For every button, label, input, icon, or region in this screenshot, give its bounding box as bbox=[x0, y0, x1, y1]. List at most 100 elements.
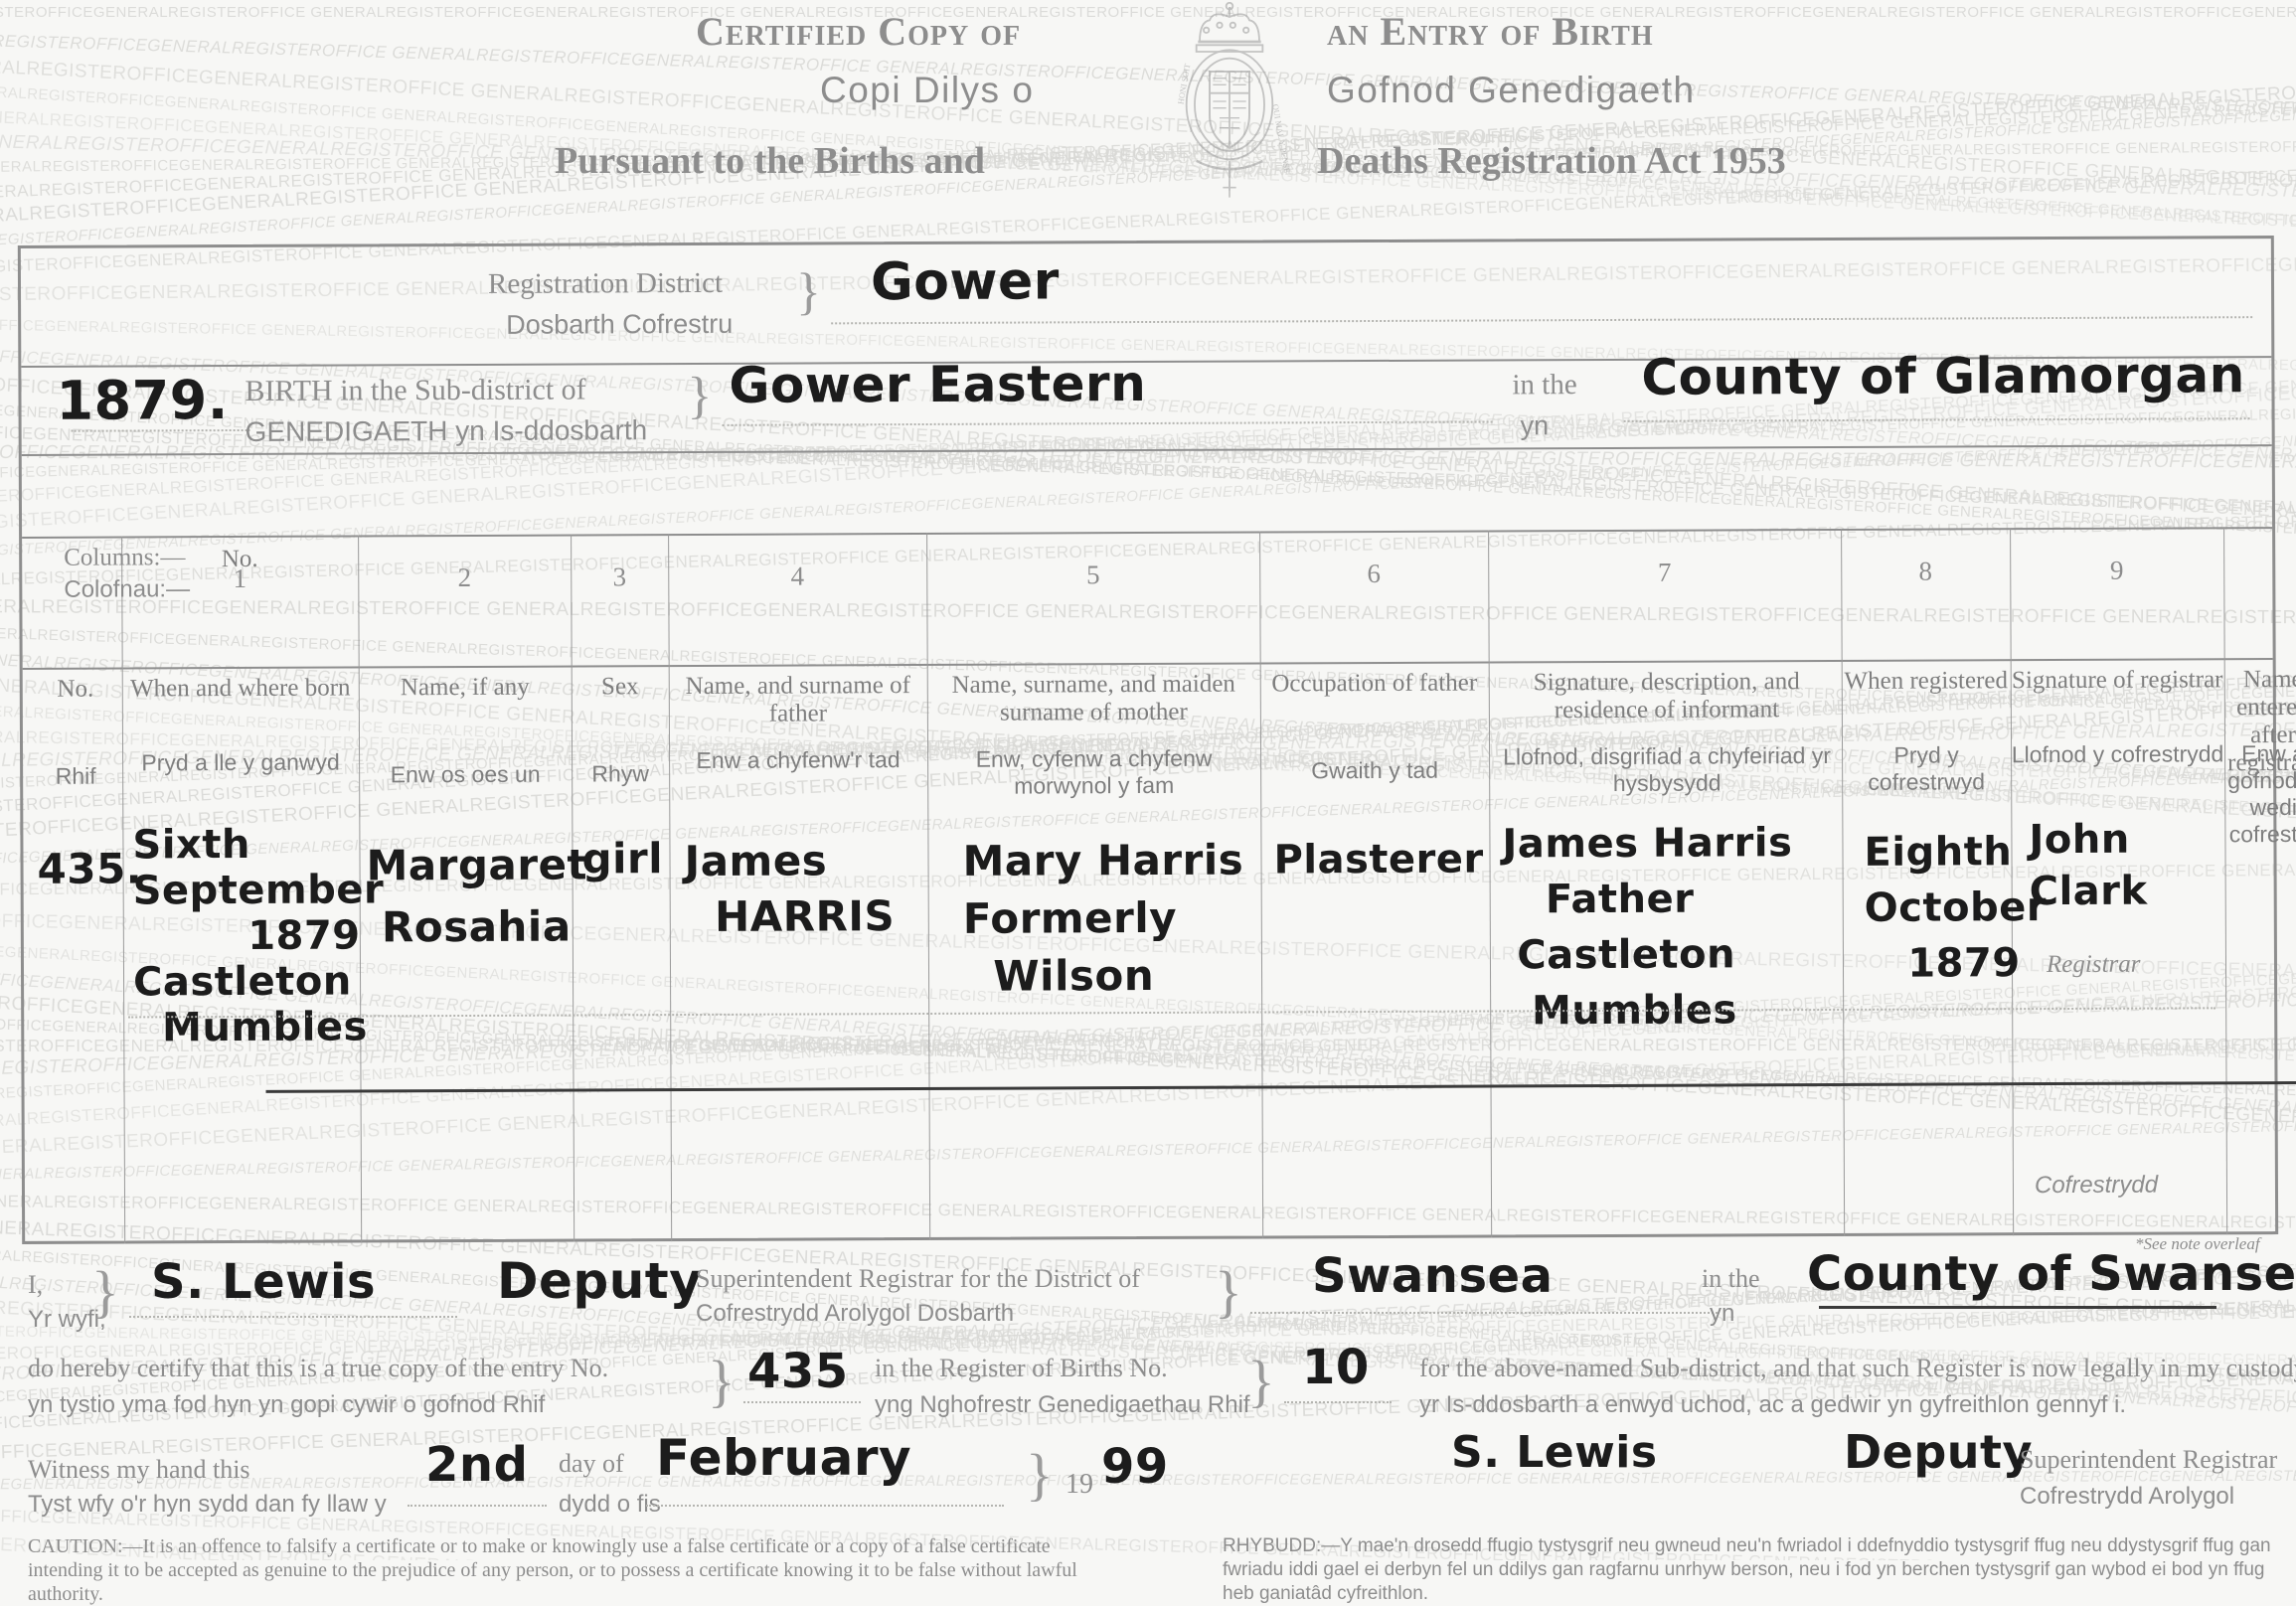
colhead-en-6: Occupation of father bbox=[1271, 669, 1478, 698]
cert-i-label-cy: Yr wyfi, bbox=[28, 1306, 106, 1333]
certificate-main-table: Registration District Dosbarth Cofrestru… bbox=[17, 236, 2296, 1244]
cert-bottom-signature[interactable]: S. Lewis bbox=[1451, 1427, 1658, 1478]
entry-informant[interactable]: James Harris Father Castleton Mumbles bbox=[1502, 820, 1793, 1035]
entry-sex[interactable]: girl bbox=[581, 834, 664, 883]
cert-in-the-en: in the bbox=[1702, 1264, 1760, 1293]
cert-superintendent-cy: Cofrestrydd Arolygol Dosbarth bbox=[696, 1300, 1015, 1327]
cancellation-strike-line bbox=[265, 1080, 2296, 1093]
colhead-no: No. bbox=[57, 675, 94, 703]
entry-father-name[interactable]: James HARRIS bbox=[684, 836, 896, 942]
district-value[interactable]: Gower bbox=[870, 251, 1060, 313]
colhead-cy-4: Enw a chyfenw'r tad bbox=[696, 746, 901, 773]
colhead-cy-0: Rhif bbox=[55, 762, 96, 789]
cert-abovenamed-cy: yr Is-ddosbarth a enwyd uchod, ac a gedw… bbox=[1419, 1391, 2127, 1418]
cert-signatory-name[interactable]: S. Lewis bbox=[151, 1254, 377, 1310]
royal-coat-of-arms-icon: HONI SOIT QUI MAL Y PENSE bbox=[1176, 2, 1291, 198]
entry-father-occupation[interactable]: Plasterer bbox=[1273, 836, 1484, 883]
colnum-9: 9 bbox=[2109, 555, 2124, 585]
colhead-en-7: Signature, description, and residence of… bbox=[1533, 668, 1800, 724]
brace-signatory: } bbox=[91, 1259, 119, 1324]
caution-cy-text: Y mae'n drosedd ffugio tystysgrif neu gw… bbox=[1223, 1535, 2271, 1604]
colnum-6: 6 bbox=[1367, 558, 1382, 589]
svg-text:QUI MAL Y PENSE: QUI MAL Y PENSE bbox=[1270, 103, 1291, 174]
county-dotted-line bbox=[1623, 417, 2250, 422]
cert-month-value[interactable]: February bbox=[656, 1429, 912, 1487]
note-overleaf: *See note overleaf bbox=[2135, 1234, 2260, 1253]
registration-district-label-en: Registration District bbox=[487, 266, 724, 300]
in-the-label-cy: yn bbox=[1520, 410, 1550, 441]
subdistrict-value[interactable]: Gower Eastern bbox=[729, 355, 1147, 414]
cert-entry-no-value[interactable]: 435 bbox=[747, 1344, 849, 1399]
birth-subdistrict-label-cy: GENEDIGAETH yn Is-ddosbarth bbox=[245, 414, 648, 447]
entry-name-if-any[interactable]: Margaret Rosahia bbox=[366, 840, 588, 952]
title-gofnod-genedigaeth: Gofnod Genedigaeth bbox=[1327, 70, 1696, 110]
caution-en-text: It is an offence to falsify a certificat… bbox=[28, 1535, 1077, 1605]
colsep-6 bbox=[1259, 531, 1264, 1239]
colhead-en-2: Name, if any bbox=[400, 673, 530, 702]
title-deaths-act: Deaths Registration Act 1953 bbox=[1317, 140, 1786, 182]
cert-district-dotted-line bbox=[1250, 1312, 1718, 1314]
colnum-5: 5 bbox=[1085, 560, 1100, 590]
cert-abovenamed-en: for the above-named Sub-district, and th… bbox=[1419, 1354, 2296, 1382]
cert-day-of-en: day of bbox=[559, 1449, 624, 1478]
registration-district-label-cy: Dosbarth Cofrestru bbox=[506, 308, 734, 340]
county-value[interactable]: County of Glamorgan bbox=[1641, 346, 2245, 406]
caution-cy: RHYBUDD:—Y mae'n drosedd ffugio tystysgr… bbox=[1223, 1534, 2286, 1606]
colhead-cy-7: Llofnod, disgrifiad a chyfeiriad yr hysb… bbox=[1503, 742, 1832, 796]
cert-bottom-title-en: Superintendent Registrar bbox=[2020, 1445, 2278, 1474]
colsep-7 bbox=[1488, 530, 1493, 1238]
cert-certify-en: do hereby certify that this is a true co… bbox=[28, 1354, 609, 1382]
colnum-2: 2 bbox=[457, 562, 472, 593]
entry-registrar-signature[interactable]: John Clark bbox=[2029, 816, 2148, 915]
blank-row-dotted-line bbox=[128, 1007, 2216, 1019]
title-entry-of-birth: an Entry of Birth bbox=[1327, 9, 1654, 54]
brace-year: } bbox=[1026, 1442, 1054, 1507]
divider-colnums bbox=[22, 527, 2273, 539]
register-no-dotted-line bbox=[1284, 1401, 1392, 1403]
cert-district-value[interactable]: Swansea bbox=[1312, 1248, 1554, 1304]
entry-mother-name[interactable]: Mary Harris Formerly Wilson bbox=[962, 835, 1244, 1001]
month-dotted-line bbox=[646, 1505, 1004, 1507]
cert-register-no-value[interactable]: 10 bbox=[1302, 1340, 1370, 1395]
cert-certify-cy: yn tystio yma fod hyn yn gopi cywir o go… bbox=[28, 1391, 546, 1418]
certificate-header: Certified Copy of an Entry of Birth Copi… bbox=[0, 0, 2296, 214]
caution-cy-label: RHYBUDD:— bbox=[1223, 1535, 1341, 1556]
brace-entry-no: } bbox=[708, 1349, 736, 1413]
cert-register-en: in the Register of Births No. bbox=[875, 1354, 1168, 1382]
brace-subdistrict: } bbox=[687, 367, 713, 425]
colhead-cy-6: Gwaith y tad bbox=[1311, 756, 1439, 784]
colhead-en-8: When registered bbox=[1844, 667, 2009, 695]
day-dotted-line bbox=[408, 1505, 547, 1507]
cert-year-value[interactable]: 99 bbox=[1101, 1439, 1169, 1495]
colhead-en-5: Name, surname, and maiden surname of mot… bbox=[951, 670, 1235, 726]
signatory-dotted-line bbox=[129, 1316, 457, 1318]
subdistrict-dotted-line bbox=[722, 420, 1493, 426]
colhead-cy-3: Rhyw bbox=[591, 760, 649, 787]
cert-witness-en: Witness my hand this bbox=[28, 1455, 250, 1484]
cert-register-cy: yng Nghofrestr Genedigaethau Rhif bbox=[875, 1391, 1250, 1418]
colhead-en-3: Sex bbox=[600, 673, 639, 701]
in-the-label-en: in the bbox=[1512, 369, 1577, 402]
brace-register-no: } bbox=[1247, 1349, 1275, 1413]
title-certified-copy: Certified Copy of bbox=[696, 9, 1022, 54]
cert-county-underline bbox=[1819, 1306, 2216, 1309]
brace-cert-district: } bbox=[1215, 1259, 1242, 1324]
caution-en: CAUTION:—It is an offence to falsify a c… bbox=[28, 1534, 1081, 1606]
cert-day-of-cy: dydd o fis bbox=[559, 1491, 661, 1518]
cert-bottom-role[interactable]: Deputy bbox=[1844, 1425, 2034, 1479]
entry-when-registered[interactable]: Eighth October 1879 bbox=[1864, 829, 2048, 987]
district-dotted-line bbox=[831, 316, 2253, 325]
colnum-4: 4 bbox=[790, 561, 805, 591]
cert-signatory-role[interactable]: Deputy bbox=[497, 1252, 703, 1310]
colsep-5 bbox=[926, 532, 931, 1240]
cert-year-prefix: 19 bbox=[1066, 1469, 1093, 1500]
cert-day-value[interactable]: 2nd bbox=[425, 1437, 529, 1493]
cert-county-value[interactable]: County of Swansea bbox=[1807, 1246, 2296, 1302]
colsep-8 bbox=[1841, 528, 1846, 1236]
cert-superintendent-en: Superintendent Registrar for the Distric… bbox=[696, 1264, 1140, 1293]
year-dotted-line bbox=[71, 428, 250, 432]
year-value[interactable]: 1879. bbox=[56, 369, 229, 432]
colsep-4 bbox=[668, 534, 673, 1242]
title-pursuant: Pursuant to the Births and bbox=[555, 140, 985, 182]
entry-no[interactable]: 435. bbox=[37, 844, 143, 893]
